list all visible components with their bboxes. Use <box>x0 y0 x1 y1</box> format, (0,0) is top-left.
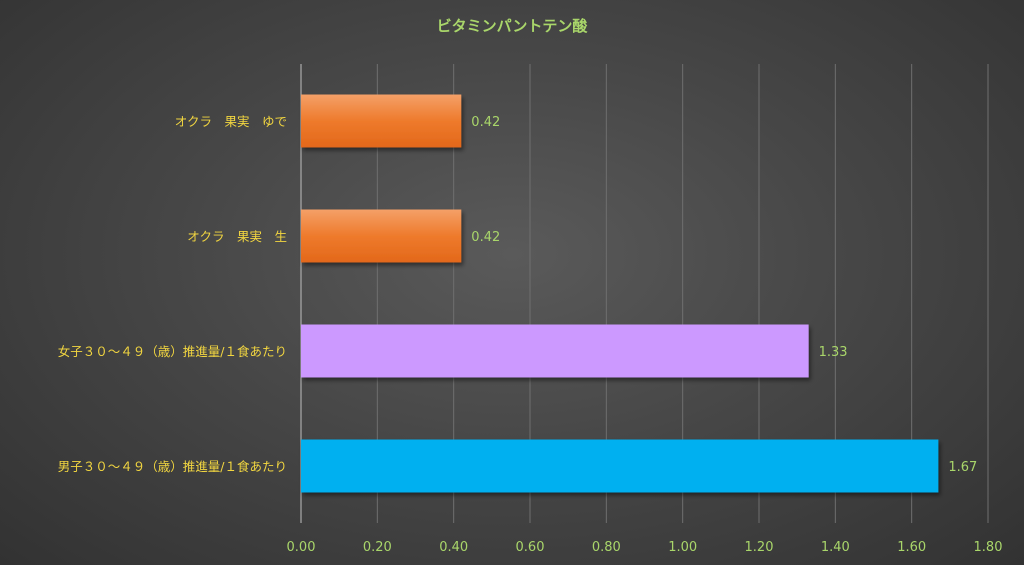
bar <box>301 324 809 378</box>
x-tick-label: 1.20 <box>745 540 774 555</box>
x-tick-label: 1.80 <box>974 540 1003 555</box>
data-label: 1.67 <box>948 460 977 475</box>
x-tick-label: 0.00 <box>287 540 316 555</box>
x-tick-label: 1.00 <box>668 540 697 555</box>
labels: 0.00 0.20 0.40 0.60 0.80 1.00 1.20 1.40 1.60 1.80… <box>58 114 1003 555</box>
data-label: 1.33 <box>819 345 848 360</box>
bar <box>301 209 462 263</box>
chart-title: ビタミンパントテン酸 <box>437 17 589 35</box>
x-tick-label: 0.40 <box>439 540 468 555</box>
bar <box>301 94 462 148</box>
x-tick-label: 0.60 <box>516 540 545 555</box>
category-label: 男子３０～４９（歳）推進量/１食あたり <box>58 459 287 474</box>
category-label: オクラ 果実 生 <box>187 229 287 244</box>
x-tick-label: 0.80 <box>592 540 621 555</box>
category-label: 女子３０～４９（歳）推進量/１食あたり <box>58 344 287 359</box>
data-label: 0.42 <box>471 230 500 245</box>
x-tick-label: 1.60 <box>897 540 926 555</box>
data-label: 0.42 <box>471 115 500 130</box>
category-label: オクラ 果実 ゆで <box>175 114 287 129</box>
x-tick-label: 1.40 <box>821 540 850 555</box>
x-tick-label: 0.20 <box>363 540 392 555</box>
bars <box>301 94 939 493</box>
bar <box>301 439 939 493</box>
